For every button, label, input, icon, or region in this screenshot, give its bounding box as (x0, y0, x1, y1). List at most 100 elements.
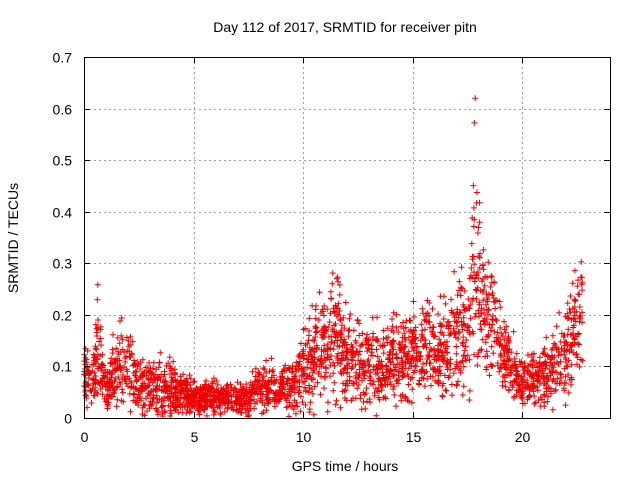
data-point (256, 371, 263, 378)
data-point (94, 379, 101, 386)
data-point (301, 353, 308, 360)
data-point (460, 334, 467, 341)
data-point (201, 381, 208, 388)
data-point (409, 337, 416, 344)
data-point (409, 329, 416, 336)
data-point (519, 400, 526, 407)
data-point (116, 340, 123, 347)
data-point (470, 204, 477, 211)
data-point (209, 403, 216, 410)
data-point (402, 359, 409, 366)
data-point (150, 395, 157, 402)
data-point (443, 387, 450, 394)
data-point (312, 306, 319, 313)
data-point (454, 291, 461, 298)
data-point (570, 324, 577, 331)
data-point (170, 358, 177, 365)
data-point (114, 334, 121, 341)
data-point (565, 326, 572, 333)
data-point (483, 364, 490, 371)
data-point (474, 229, 481, 236)
data-point (367, 377, 374, 384)
data-point (405, 398, 412, 405)
data-point (295, 387, 302, 394)
data-point (236, 405, 243, 412)
data-point (113, 366, 120, 373)
data-point (188, 408, 195, 415)
data-point (360, 389, 367, 396)
data-point (384, 381, 391, 388)
data-point (412, 324, 419, 331)
data-point (108, 355, 115, 362)
data-point (552, 341, 559, 348)
data-point (397, 392, 404, 399)
data-point (290, 406, 297, 413)
data-point (545, 353, 552, 360)
data-point (467, 272, 474, 279)
data-point (112, 356, 119, 363)
data-point (271, 403, 278, 410)
data-point (221, 400, 228, 407)
data-point (411, 367, 418, 374)
data-point (385, 354, 392, 361)
data-point (471, 278, 478, 285)
data-point (440, 316, 447, 323)
data-point (117, 364, 124, 371)
data-point (417, 356, 424, 363)
y-tick-label: 0.7 (53, 50, 73, 66)
data-point (125, 343, 132, 350)
data-point (302, 388, 309, 395)
data-point (368, 342, 375, 349)
data-point (563, 339, 570, 346)
data-point (469, 253, 476, 260)
data-point (517, 361, 524, 368)
data-point (380, 374, 387, 381)
data-point (340, 380, 347, 387)
data-point (85, 375, 92, 382)
data-point (390, 386, 397, 393)
data-point (393, 350, 400, 357)
data-point (396, 376, 403, 383)
data-point (574, 361, 581, 368)
data-point (563, 347, 570, 354)
data-point (252, 365, 259, 372)
data-point (148, 371, 155, 378)
data-point (127, 333, 134, 340)
data-point (528, 381, 535, 388)
data-point (296, 377, 303, 384)
data-point (310, 411, 317, 418)
data-point (489, 316, 496, 323)
data-point (456, 329, 463, 336)
data-point (403, 353, 410, 360)
data-point (453, 343, 460, 350)
data-point (161, 368, 168, 375)
data-point (446, 372, 453, 379)
data-point (526, 392, 533, 399)
data-point (564, 363, 571, 370)
data-point (233, 389, 240, 396)
data-point (467, 301, 474, 308)
data-point (277, 374, 284, 381)
data-point (322, 327, 329, 334)
data-point (127, 341, 134, 348)
data-point (119, 372, 126, 379)
data-point (104, 379, 111, 386)
data-point (568, 361, 575, 368)
data-point (502, 329, 509, 336)
data-point (445, 318, 452, 325)
data-point (254, 391, 261, 398)
data-point (574, 354, 581, 361)
data-point (460, 383, 467, 390)
data-point (225, 384, 232, 391)
data-point (92, 384, 99, 391)
data-point (480, 246, 487, 253)
data-point (287, 386, 294, 393)
data-point (146, 359, 153, 366)
data-point (390, 361, 397, 368)
data-point (435, 311, 442, 318)
data-point (325, 399, 332, 406)
data-point (312, 323, 319, 330)
data-point (468, 265, 475, 272)
data-point (329, 270, 336, 277)
data-point (556, 309, 563, 316)
